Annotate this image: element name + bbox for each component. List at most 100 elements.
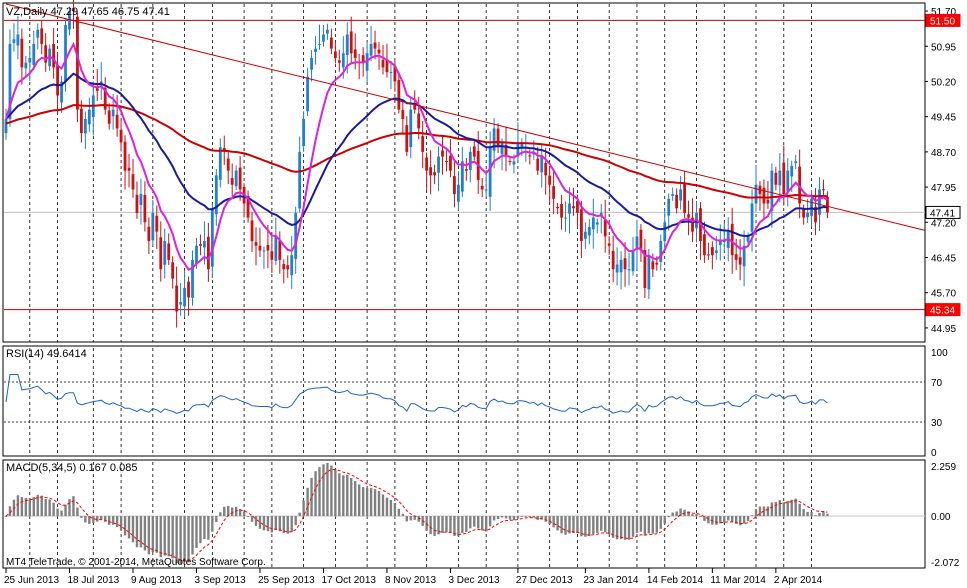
macd-histogram-bar (76, 507, 79, 517)
candle (254, 227, 258, 266)
candle (778, 153, 782, 203)
candle-body (790, 165, 794, 177)
candle (44, 33, 48, 72)
macd-histogram-bar (615, 516, 619, 540)
symbol-label: VZ,Daily 47.29 47.65 46.75 47.41 (6, 6, 170, 18)
macd-histogram-bar (322, 464, 325, 517)
candle (56, 51, 59, 115)
candle (20, 28, 24, 85)
macd-histogram-bar (48, 499, 51, 517)
macd-histogram-bar (238, 508, 242, 517)
time-tick-label: 25 Sep 2013 (258, 575, 315, 586)
candle (484, 170, 488, 198)
candle (123, 135, 127, 190)
macd-histogram-bar (453, 516, 456, 536)
price-marker-label: 45.34 (930, 306, 955, 317)
macd-histogram-bar (496, 516, 500, 520)
macd-histogram-bar (469, 516, 472, 529)
macd-histogram-bar (389, 499, 393, 517)
candle (266, 224, 270, 269)
macd-histogram-bar (707, 516, 710, 524)
candle-body (246, 196, 250, 218)
macd-histogram-bar (258, 516, 262, 529)
candle (76, 12, 79, 123)
descending-trendline[interactable] (5, 3, 926, 231)
candle-body (564, 217, 567, 219)
candle (381, 44, 385, 75)
macd-histogram-bar (115, 516, 119, 528)
candle-body (413, 103, 417, 110)
macd-histogram-bar (298, 512, 301, 517)
candle (151, 199, 155, 247)
candle-body (318, 43, 321, 45)
candle-body (464, 169, 468, 171)
macd-histogram-bar (294, 516, 297, 526)
macd-histogram-bar (123, 516, 127, 536)
macd-histogram-bar (556, 516, 559, 531)
candle-body (322, 34, 325, 42)
candle-body (774, 172, 778, 185)
candle (464, 158, 468, 181)
candle (754, 164, 758, 212)
candle (179, 283, 183, 316)
candle (580, 200, 583, 258)
candle (623, 242, 627, 287)
macd-histogram-bar (143, 516, 147, 551)
candle-body (282, 264, 286, 270)
candle (488, 131, 492, 211)
candle (258, 227, 262, 257)
macd-histogram-bar (600, 516, 603, 531)
macd-histogram-bar (354, 481, 357, 517)
candle-body (314, 48, 317, 53)
candle-body (814, 206, 817, 223)
candle-body (330, 37, 333, 49)
candle-body (381, 60, 385, 68)
macd-histogram-bar (568, 516, 571, 534)
macd-histogram-bar (806, 511, 809, 517)
candle-body (353, 49, 357, 58)
candle-body (147, 226, 151, 242)
macd-histogram-bar (28, 498, 32, 517)
candle (274, 217, 278, 265)
macd-histogram-bar (738, 516, 742, 526)
candle-body (484, 189, 488, 191)
macd-histogram-bar (64, 504, 67, 517)
candle (330, 28, 333, 55)
candle (583, 222, 587, 249)
candle-body (250, 220, 254, 242)
macd-histogram-bar (802, 509, 805, 517)
candle-body (397, 80, 401, 110)
macd-histogram-bar (528, 516, 532, 518)
macd-histogram-bar (104, 516, 107, 522)
candle-body (234, 170, 238, 187)
candle-body (187, 281, 190, 298)
candle-body (572, 206, 575, 209)
macd-histogram-bar (409, 516, 412, 521)
macd-histogram-bar (766, 506, 770, 517)
macd-histogram-bar (536, 516, 539, 520)
candle-body (710, 247, 714, 256)
macd-histogram-bar (80, 516, 83, 518)
candle (770, 163, 774, 228)
trendline[interactable] (5, 3, 926, 231)
macd-histogram-bar (580, 516, 583, 537)
candle-body (675, 194, 679, 209)
rsi-tick-label: 100 (931, 348, 948, 359)
time-axis: 25 Jun 2013 18 Jul 2013 9 Aug 2013 3 Sep 20… (4, 568, 823, 586)
candle-body (655, 262, 659, 265)
macd-histogram-bar (242, 512, 246, 517)
time-tick-label: 14 Feb 2014 (647, 575, 704, 586)
macd-histogram-bar (167, 516, 170, 557)
candle-body (746, 236, 750, 242)
price-axis: 51.70 50.95 50.20 49.45 48.70 47.95 47.20 46.45… (925, 7, 956, 335)
macd-histogram-bar (151, 516, 155, 553)
time-tick-label: 23 Jan 2014 (583, 575, 638, 586)
candle-body (603, 219, 607, 237)
macd-histogram-bar (207, 516, 210, 540)
candle-body (492, 128, 496, 151)
candle-body (179, 302, 183, 305)
macd-histogram-bar (127, 516, 131, 539)
macd-histogram-bar (742, 516, 746, 524)
candle (564, 201, 567, 232)
